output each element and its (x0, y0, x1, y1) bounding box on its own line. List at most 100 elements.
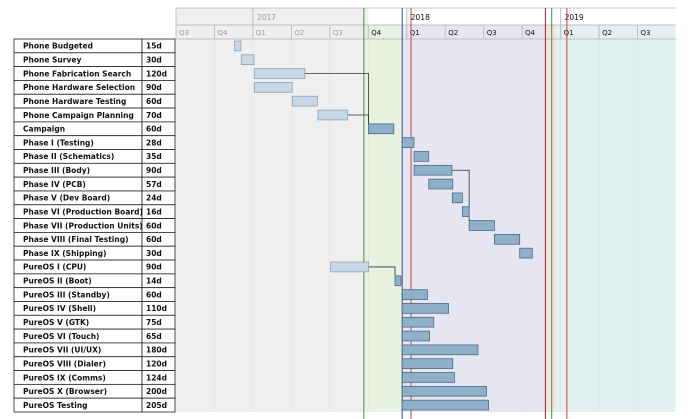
task-duration: 90d (146, 83, 162, 92)
task-bar[interactable] (401, 399, 489, 411)
task-name: Phase I (Testing) (23, 138, 94, 147)
task-name: PureOS I (CPU) (23, 263, 86, 272)
quarter-label: Q3 (333, 29, 343, 37)
quarter-label: Q2 (294, 29, 304, 37)
task-bar[interactable] (253, 82, 293, 93)
task-bar[interactable] (401, 316, 435, 328)
quarter-label: Q3 (641, 29, 651, 37)
task-duration: 60d (146, 125, 162, 134)
task-bar[interactable] (234, 40, 242, 52)
year-label: 2019 (565, 13, 584, 22)
task-name: Phase V (Dev Board) (23, 194, 110, 203)
task-bar[interactable] (401, 289, 428, 300)
task-duration: 90d (146, 166, 162, 175)
task-duration: 24d (146, 194, 162, 203)
task-duration: 14d (146, 277, 162, 286)
task-name: PureOS II (Boot) (23, 277, 92, 286)
task-bar[interactable] (368, 123, 395, 135)
task-name: Phase IV (PCB) (23, 180, 86, 189)
task-name: PureOS VIII (Dialer) (23, 359, 106, 368)
task-bar[interactable] (401, 137, 415, 148)
task-bar[interactable] (401, 358, 454, 369)
period-region (363, 25, 403, 412)
task-bar[interactable] (401, 344, 479, 356)
task-bar[interactable] (462, 206, 470, 217)
task-name: Phase VII (Production Units) (23, 221, 143, 230)
task-name: PureOS V (GTK) (23, 318, 89, 327)
task-duration: 205d (146, 401, 167, 410)
task-bar[interactable] (253, 68, 306, 79)
task-name: PureOS VII (UI/UX) (23, 346, 101, 355)
dependency-connector (304, 73, 369, 124)
task-name: Phase IX (Shipping) (23, 249, 106, 258)
task-name: Phase II (Schematics) (23, 152, 114, 161)
task-bar[interactable] (240, 54, 255, 66)
dependency-connector (347, 114, 369, 124)
task-duration: 200d (146, 387, 167, 396)
task-bar[interactable] (468, 220, 495, 231)
task-name: Phone Survey (23, 56, 81, 65)
task-bar[interactable] (291, 95, 318, 107)
year-label: 2018 (411, 13, 430, 22)
task-bar[interactable] (317, 109, 348, 121)
quarter-label: Q2 (602, 29, 612, 37)
task-duration: 28d (146, 138, 162, 147)
task-duration: 15d (146, 42, 162, 51)
task-name: Phase III (Body) (23, 166, 90, 175)
quarter-label: Q1 (410, 29, 420, 37)
task-duration: 60d (146, 221, 162, 230)
task-duration: 120d (146, 359, 167, 368)
quarter-label: Q2 (448, 29, 458, 37)
task-bar[interactable] (428, 178, 454, 190)
task-bar[interactable] (401, 385, 487, 397)
task-bar[interactable] (401, 372, 455, 383)
quarter-label: Q4 (217, 29, 228, 37)
task-duration: 120d (146, 69, 167, 78)
task-bar[interactable] (401, 330, 430, 342)
task-duration: 60d (146, 235, 162, 244)
task-duration: 75d (146, 318, 162, 327)
task-bar[interactable] (413, 151, 430, 162)
task-bar[interactable] (394, 275, 402, 287)
task-duration: 70d (146, 111, 162, 120)
dependency-connector (451, 169, 470, 221)
task-name: Phase VIII (Final Testing) (23, 235, 129, 244)
task-duration: 110d (146, 304, 167, 313)
task-duration: 60d (146, 290, 162, 299)
period-region (545, 25, 556, 412)
task-name: Phone Hardware Selection (23, 83, 135, 92)
task-duration: 65d (146, 332, 162, 341)
task-name: Campaign (23, 125, 65, 134)
task-name: PureOS X (Browser) (23, 387, 107, 396)
quarter-label: Q4 (371, 29, 382, 37)
task-duration: 57d (146, 180, 162, 189)
task-bar[interactable] (330, 261, 369, 273)
task-duration: 180d (146, 346, 167, 355)
quarter-label: Q4 (525, 29, 536, 37)
period-region (555, 25, 676, 412)
task-bar[interactable] (451, 192, 463, 204)
quarter-label: Q1 (564, 29, 574, 37)
task-name: PureOS VI (Touch) (23, 332, 99, 341)
task-name: PureOS III (Standby) (23, 290, 110, 299)
quarter-label: Q3 (487, 29, 497, 37)
task-bar[interactable] (401, 303, 449, 314)
quarter-label: Q1 (256, 29, 266, 37)
task-duration: 90d (146, 263, 162, 272)
task-duration: 60d (146, 97, 162, 106)
task-duration: 16d (146, 207, 162, 216)
task-bar[interactable] (413, 164, 453, 176)
task-name: Phone Fabrication Search (23, 69, 131, 78)
task-name: PureOS IV (Shell) (23, 304, 96, 313)
task-name: Phone Budgeted (23, 42, 93, 51)
task-bar[interactable] (494, 234, 521, 245)
task-bar[interactable] (519, 247, 533, 259)
task-name: Phase VI (Production Board) (23, 207, 143, 216)
task-name: Phone Campaign Planning (23, 111, 134, 120)
quarter-label: Q3 (179, 29, 189, 37)
task-name: PureOS Testing (23, 401, 88, 410)
task-duration-cell (141, 397, 176, 413)
year-label: 2017 (257, 13, 276, 22)
task-duration: 124d (146, 373, 167, 382)
